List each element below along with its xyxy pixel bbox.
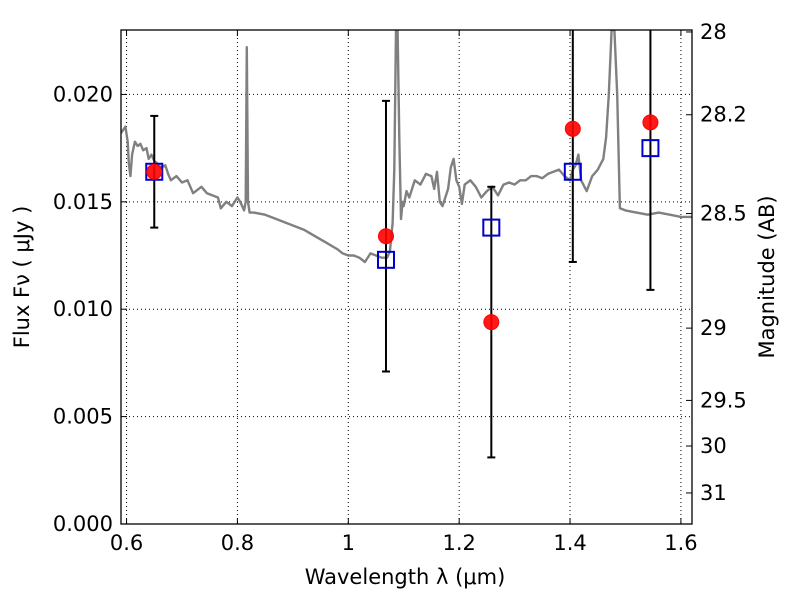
x-tick-label: 1.2 [442,531,475,555]
observed-points [146,114,659,331]
y-tick-label: 0.010 [53,297,113,321]
observed-point [564,120,581,137]
template-spectrum [121,30,692,264]
magnitude-tick-label: 28 [700,20,727,44]
spectrum-line [121,30,692,264]
y-tick-label: 0.000 [53,512,113,536]
y-tick-label: 0.005 [53,405,113,429]
x-tick-label: 1.6 [664,531,697,555]
magnitude-tick-label: 28.2 [700,103,747,127]
x-tick-label: 0.6 [110,531,143,555]
magnitude-tick-label: 29 [700,316,727,340]
observed-point [146,163,163,180]
magnitude-axis-label: Magnitude (AB) [755,195,779,358]
magnitude-tick-label: 30 [700,434,727,458]
plot-frame [120,29,693,525]
magnitude-tick-label: 28.5 [700,202,747,226]
observed-point [483,314,500,331]
model-point [563,162,582,181]
x-tick-label: 1.4 [553,531,586,555]
x-axis-label: Wavelength λ (μm) [305,565,506,589]
model-point [376,250,395,269]
y-axis-label: Flux Fν ( μJy ) [10,206,34,349]
observed-point [642,114,659,131]
magnitude-tick-label: 29.5 [700,388,747,412]
y-tick-label: 0.020 [53,82,113,106]
grid-lines [121,30,692,525]
x-tick-label: 1 [342,531,355,555]
y-tick-label: 0.015 [53,190,113,214]
magnitude-axis-ticks: 28 28.2 28.5 29 29.5 30 31 [686,20,747,505]
model-point [482,218,501,237]
magnitude-tick-label: 31 [700,481,727,505]
model-point [641,139,660,158]
x-tick-label: 0.8 [221,531,254,555]
x-axis-ticks: 0.6 0.8 1 1.2 1.4 1.6 [110,30,698,555]
observed-point [377,228,394,245]
y-axis-ticks: 0.000 0.005 0.010 0.015 0.020 [53,82,127,536]
